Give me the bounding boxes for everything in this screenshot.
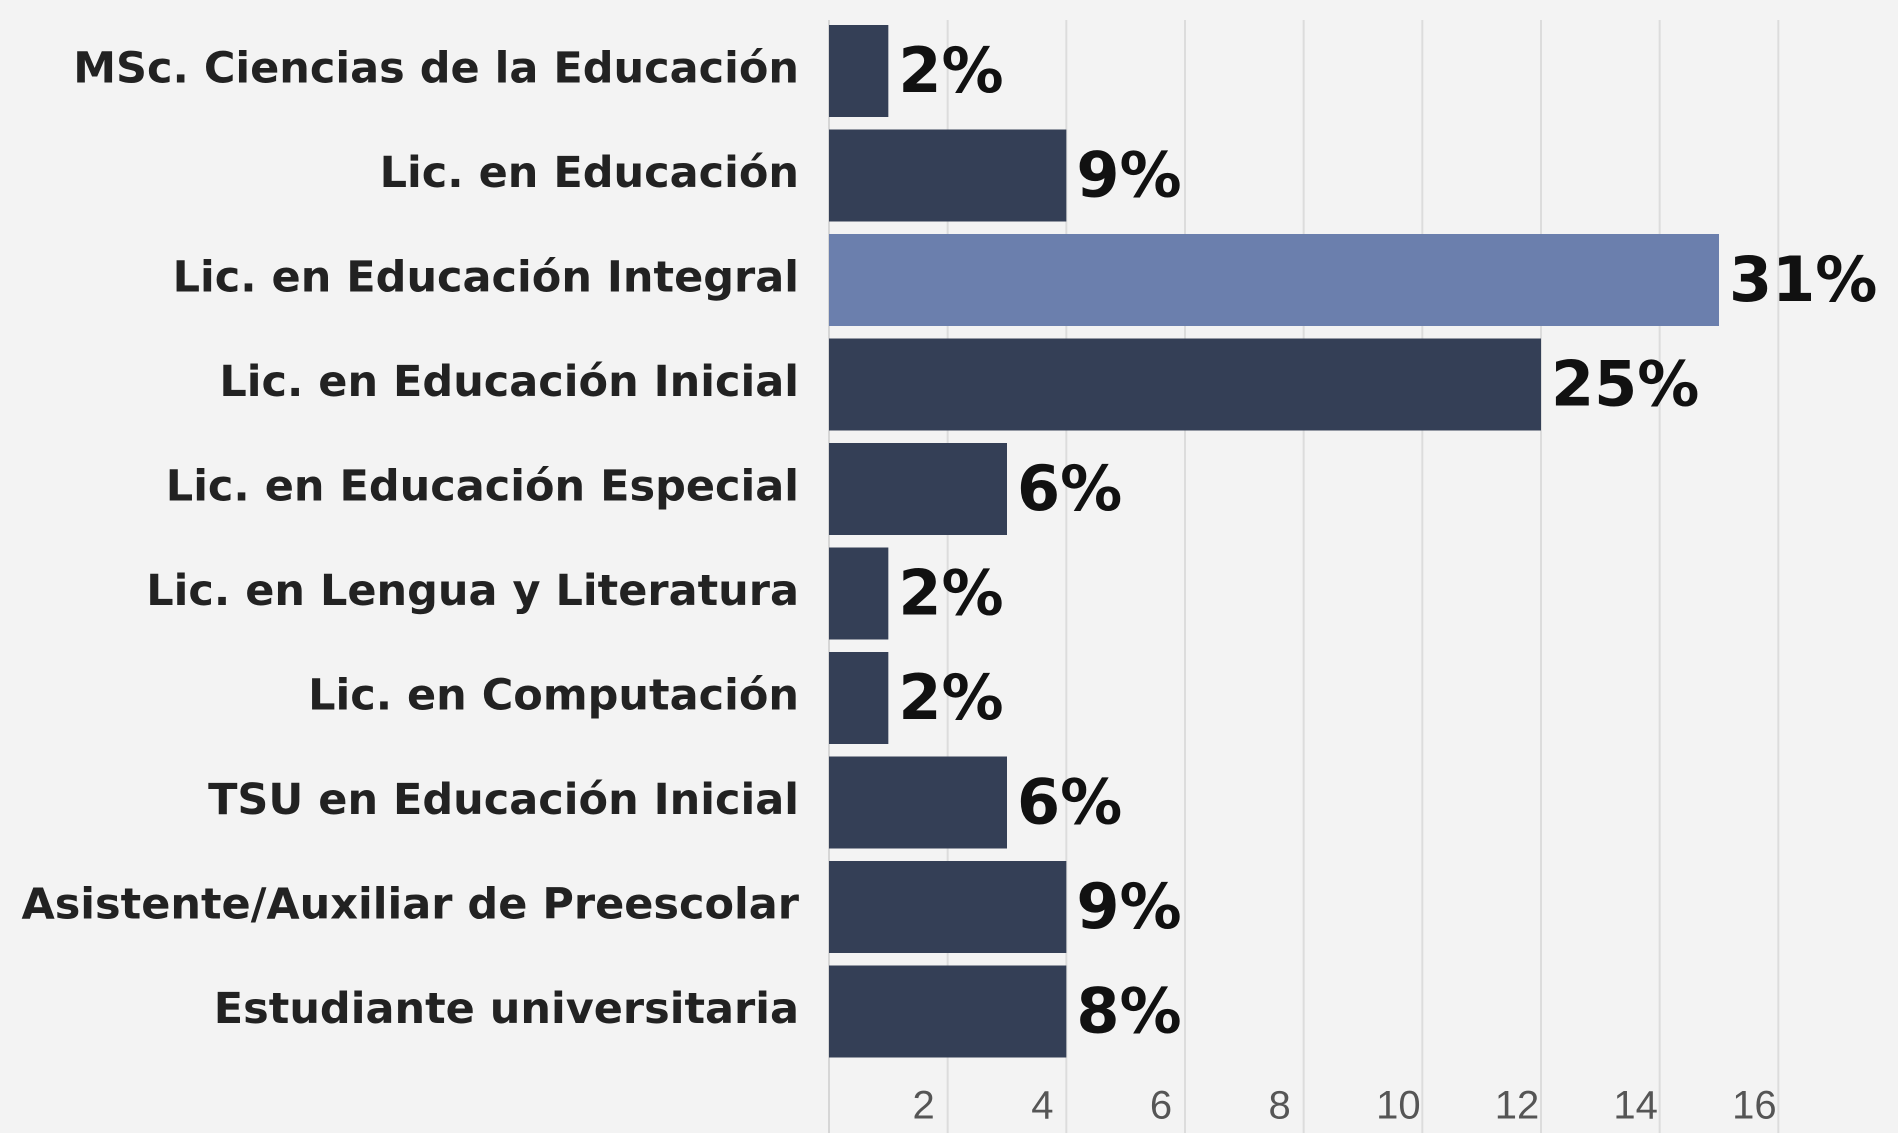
category-label: Lic. en Educación (380, 148, 799, 198)
bar (829, 338, 1541, 431)
value-label: 2% (898, 661, 1003, 734)
x-tick-label: 16 (1732, 1084, 1777, 1128)
bar (829, 443, 1007, 535)
x-tick-label: 2 (913, 1084, 935, 1128)
category-label: Lic. en Educación Especial (166, 462, 799, 512)
category-label: Lic. en Computación (308, 671, 799, 721)
bar (829, 965, 1067, 1058)
bar (829, 547, 889, 640)
x-tick-label: 14 (1613, 1084, 1658, 1128)
bar (829, 25, 889, 117)
value-label: 6% (1017, 452, 1122, 525)
value-label: 2% (898, 34, 1003, 107)
value-label: 8% (1076, 975, 1181, 1048)
value-label: 9% (1076, 139, 1181, 212)
x-tick-label: 8 (1269, 1084, 1291, 1128)
value-label: 25% (1551, 348, 1699, 421)
category-label: Lic. en Lengua y Literatura (146, 566, 799, 616)
bar (829, 129, 1067, 222)
category-label: Lic. en Educación Integral (173, 253, 799, 303)
bar (829, 652, 889, 744)
category-label: Lic. en Educación Inicial (219, 357, 799, 407)
bar (829, 234, 1719, 326)
value-label: 31% (1729, 243, 1877, 316)
bar (829, 756, 1007, 849)
x-tick-label: 12 (1495, 1084, 1540, 1128)
category-label: TSU en Educación Inicial (208, 775, 799, 825)
value-label: 6% (1017, 766, 1122, 839)
bar (829, 861, 1067, 953)
category-label: MSc. Ciencias de la Educación (73, 44, 799, 94)
x-tick-label: 10 (1376, 1084, 1421, 1128)
value-label: 2% (898, 557, 1003, 630)
category-label: Estudiante universitaria (214, 984, 799, 1034)
x-tick-label: 6 (1150, 1084, 1172, 1128)
value-label: 9% (1076, 870, 1181, 943)
x-tick-label: 4 (1031, 1084, 1053, 1128)
category-label: Asistente/Auxiliar de Preescolar (21, 880, 799, 930)
